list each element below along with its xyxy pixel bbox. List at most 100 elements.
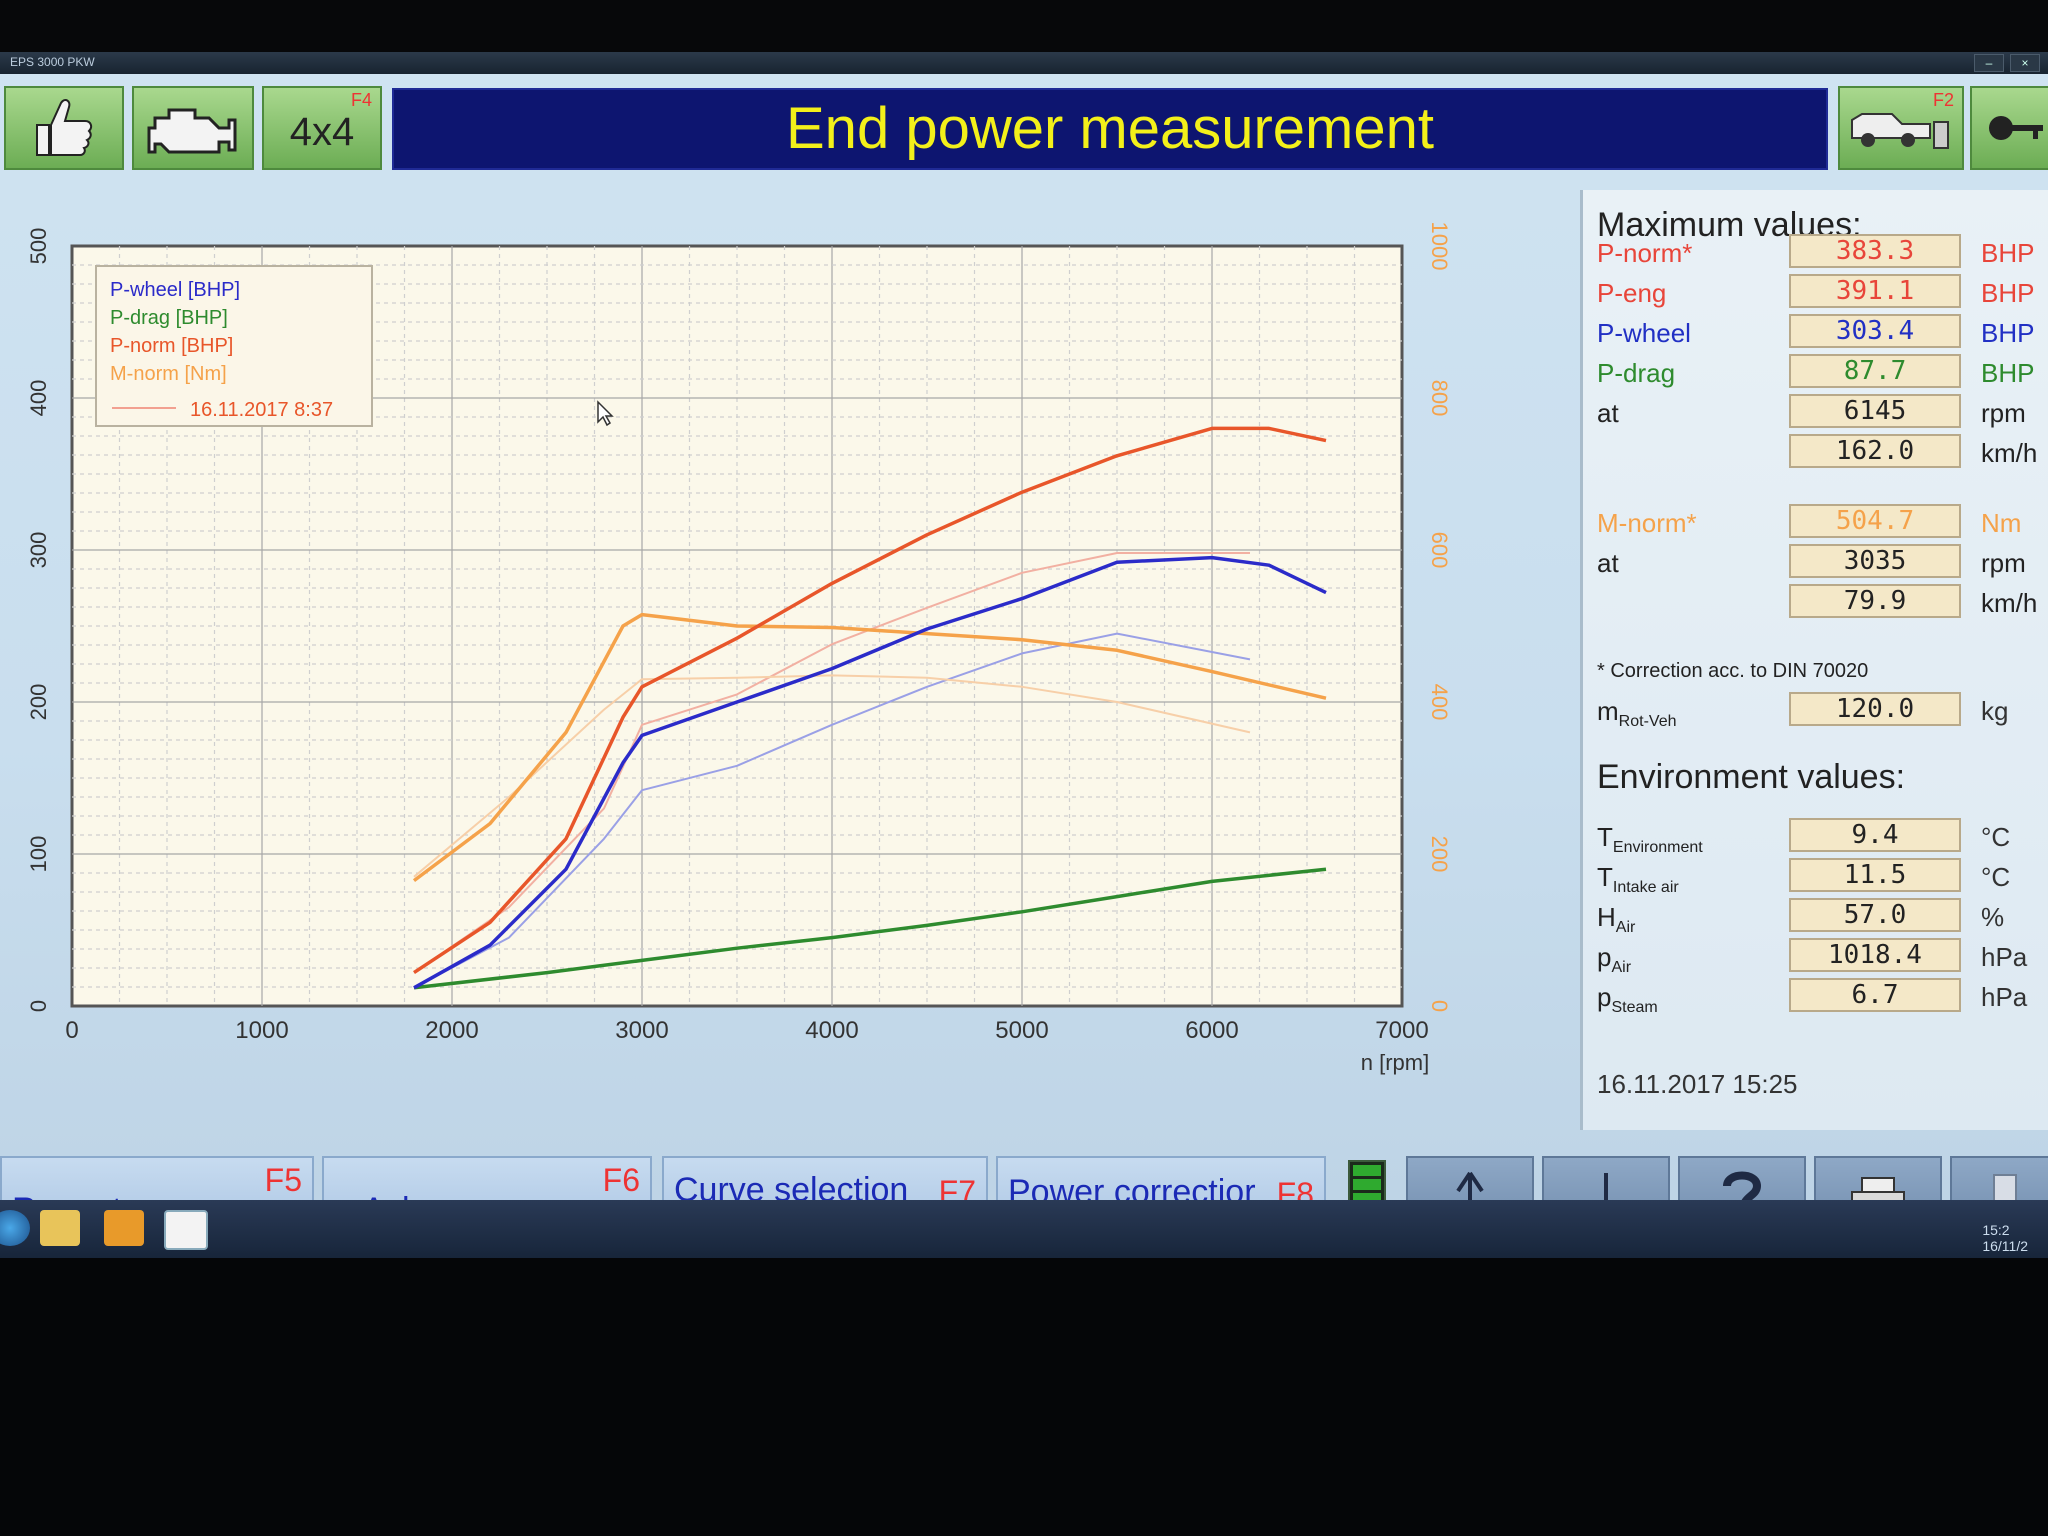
environment-unit: °C <box>1981 822 2011 852</box>
max-value-unit: BHP <box>1981 318 2035 348</box>
mass-unit: kg <box>1981 696 2009 726</box>
engine-icon <box>147 108 237 154</box>
top-toolbar: F4 4x4 End power measurement F2 <box>0 82 2048 174</box>
help-button[interactable] <box>1678 1156 1806 1202</box>
printer-icon <box>1851 1177 1905 1202</box>
up-arrow-icon <box>1456 1171 1484 1202</box>
repeat-button[interactable]: F5 Repeat <box>0 1156 314 1202</box>
app-chart-icon[interactable] <box>164 1210 208 1250</box>
close-button[interactable]: × <box>2010 54 2040 72</box>
y-right-tick-label: 200 <box>1427 836 1452 873</box>
curve-selection-button[interactable]: Curve selection F7 <box>662 1156 988 1202</box>
y-left-tick-label: 0 <box>26 1000 51 1012</box>
y-left-tick-label: 200 <box>26 684 51 721</box>
legend-item: P-wheel [BHP] <box>110 279 240 301</box>
max-value-label: P-eng <box>1597 278 1667 308</box>
y-axis-right: 0 200 400 600 800 1000 <box>1427 222 1452 1013</box>
four-wd-label: 4x4 <box>289 110 355 154</box>
max-value-field: 303.4 <box>1789 314 1961 348</box>
max-value-label: P-wheel <box>1597 318 1691 348</box>
max-value-field: 504.7 <box>1789 504 1961 538</box>
environment-row: pAir 1018.4 hPa <box>1583 938 2048 978</box>
legend-item: P-norm [BHP] <box>110 335 233 357</box>
scroll-down-button[interactable] <box>1542 1156 1670 1202</box>
environment-value: 6.7 <box>1789 978 1961 1012</box>
max-value-field: 6145 <box>1789 394 1961 428</box>
environment-row: TEnvironment 9.4 °C <box>1583 818 2048 858</box>
power-correction-button[interactable]: Power correctior F8 <box>996 1156 1326 1202</box>
environment-label: pAir <box>1597 942 1632 977</box>
monitor-bezel <box>0 0 2048 52</box>
environment-row: HAir 57.0% <box>1583 898 2048 938</box>
print-button[interactable] <box>1814 1156 1942 1202</box>
dyno-vehicle-icon <box>1851 113 1949 149</box>
mass-row: mRot-Veh 120.0 kg <box>1583 692 2048 732</box>
max-value-row: 79.9 km/h <box>1583 584 2048 624</box>
y-left-tick-label: 400 <box>26 380 51 417</box>
power-correction-fkey: F8 <box>1276 1176 1314 1202</box>
max-value-label: M-norm* <box>1597 508 1697 538</box>
legend-item: M-norm [Nm] <box>110 363 227 385</box>
environment-unit: hPa <box>1981 982 2028 1012</box>
max-value-field: 79.9 <box>1789 584 1961 618</box>
clock-date: 16/11/2 <box>1982 1238 2028 1254</box>
series-line-m-norm-nm <box>412 612 1327 882</box>
curve-selection-fkey: F7 <box>938 1174 976 1202</box>
status-led-indicator <box>1348 1160 1386 1202</box>
max-value-row: P-norm* 383.3 BHP <box>1583 234 2048 274</box>
y-right-tick-label: 600 <box>1427 532 1452 569</box>
confirm-button[interactable] <box>4 86 124 170</box>
power-correction-label: Power correctior <box>1008 1173 1256 1202</box>
minimize-button[interactable]: – <box>1974 54 2004 72</box>
x-tick-label: 1000 <box>235 1017 288 1044</box>
environment-row: TIntake air 11.5 °C <box>1583 858 2048 898</box>
environment-unit: % <box>1981 902 2005 932</box>
scroll-up-button[interactable] <box>1406 1156 1534 1202</box>
exit-button[interactable] <box>1950 1156 2048 1202</box>
max-value-row: P-eng 391.1 BHP <box>1583 274 2048 314</box>
four-wheel-drive-button[interactable]: F4 4x4 <box>262 86 382 170</box>
max-value-field: 87.7 <box>1789 354 1961 388</box>
legend: P-wheel [BHP] P-drag [BHP] P-norm [BHP] M-n… <box>95 265 373 427</box>
folder-icon[interactable] <box>40 1210 80 1246</box>
x-axle-fkey: F6 <box>602 1162 640 1198</box>
max-value-row: at 6145 rpm <box>1583 394 2048 434</box>
max-value-unit: BHP <box>1981 358 2035 388</box>
start-icon[interactable] <box>0 1210 30 1246</box>
max-value-field: 383.3 <box>1789 234 1961 268</box>
y-left-tick-label: 500 <box>26 228 51 265</box>
system-tray-clock[interactable]: 15:2 16/11/2 <box>1982 1222 2028 1254</box>
x-axle-button[interactable]: F6 x-Axle = v <box>322 1156 652 1202</box>
x-axle-label: x-Axle = v <box>334 1191 484 1202</box>
series-line-p-norm-bhp <box>413 426 1327 975</box>
series-line-p-drag-bhp <box>413 867 1327 990</box>
repeat-fkey: F5 <box>264 1162 302 1198</box>
max-value-row: M-norm* 504.7 Nm <box>1583 504 2048 544</box>
thumbs-up-icon <box>36 99 93 156</box>
vehicle-button[interactable]: F2 <box>1838 86 1964 170</box>
media-player-icon[interactable] <box>104 1210 144 1246</box>
x-tick-label: 7000 <box>1375 1017 1428 1044</box>
measurement-datetime: 16.11.2017 15:25 <box>1597 1069 1798 1099</box>
window-tab-title: EPS 3000 PKW <box>10 55 95 69</box>
correction-note: * Correction acc. to DIN 70020 <box>1597 660 1869 682</box>
max-value-row: 162.0 km/h <box>1583 434 2048 474</box>
mass-value: 120.0 <box>1789 692 1961 726</box>
max-value-row: P-drag 87.7 BHP <box>1583 354 2048 394</box>
engine-button[interactable] <box>132 86 254 170</box>
chart-series <box>412 426 1327 990</box>
four-wd-fkey: F4 <box>350 90 372 110</box>
series-line-m-norm-reference <box>413 674 1251 878</box>
mouse-cursor-icon <box>597 400 614 427</box>
environment-heading: Environment values: <box>1597 758 1906 796</box>
environment-unit: hPa <box>1981 942 2028 972</box>
clock-time: 15:2 <box>1982 1222 2010 1238</box>
x-axis-label: n [rpm] <box>1361 1050 1429 1075</box>
os-taskbar: 15:2 16/11/2 <box>0 1200 2048 1258</box>
max-value-row: P-wheel 303.4 BHP <box>1583 314 2048 354</box>
max-value-label: at <box>1597 548 1619 578</box>
key-button[interactable] <box>1970 86 2048 170</box>
max-value-field: 391.1 <box>1789 274 1961 308</box>
y-right-tick-label: 1000 <box>1427 222 1452 271</box>
environment-value: 57.0 <box>1789 898 1961 932</box>
